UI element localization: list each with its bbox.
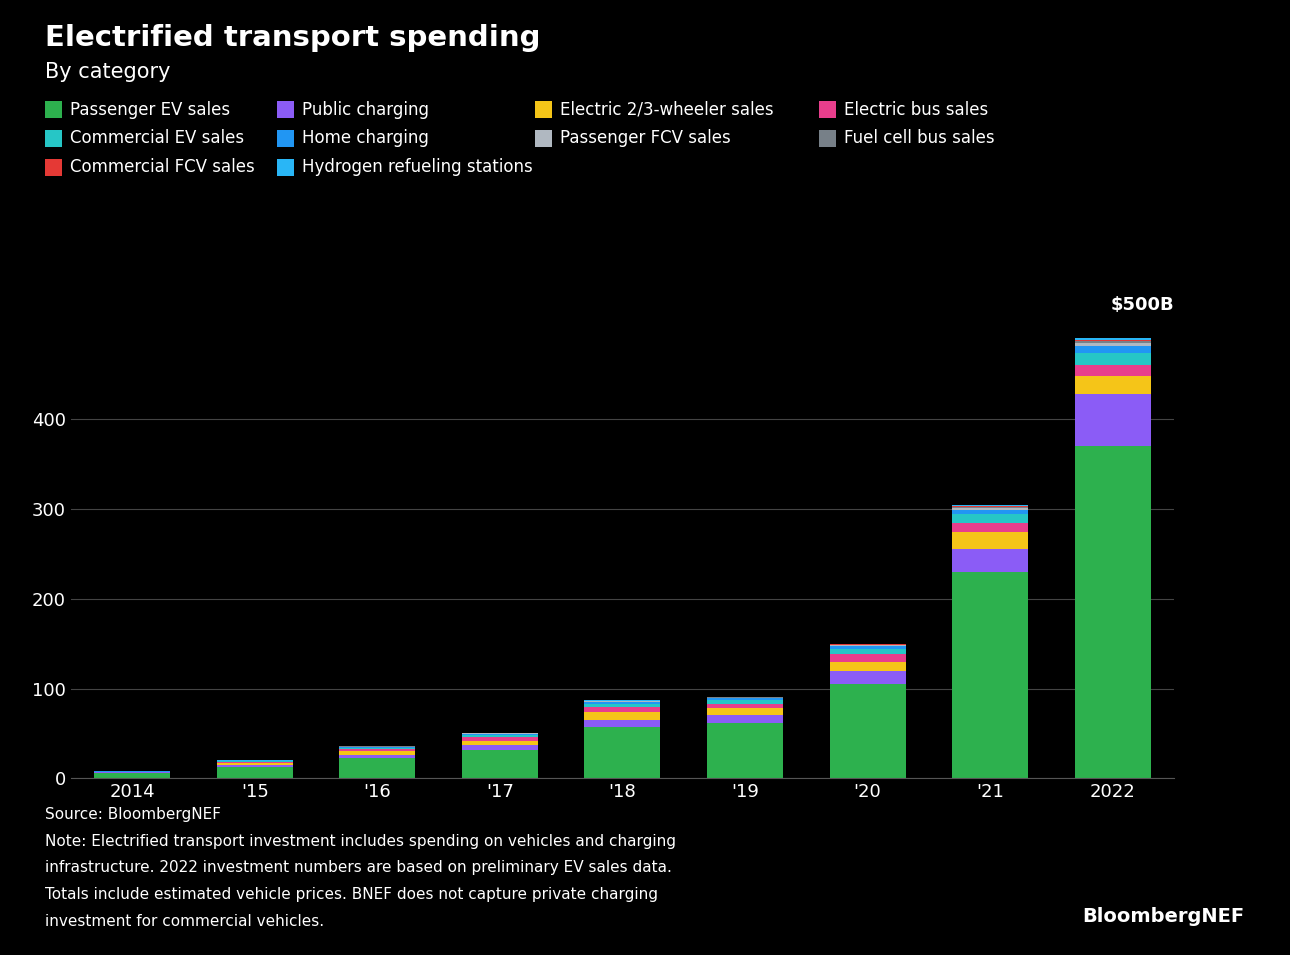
- Text: Hydrogen refueling stations: Hydrogen refueling stations: [302, 159, 533, 176]
- Bar: [952, 507, 1028, 508]
- Text: infrastructure. 2022 investment numbers are based on preliminary EV sales data.: infrastructure. 2022 investment numbers …: [45, 860, 672, 876]
- Bar: [829, 662, 906, 671]
- Bar: [952, 515, 1028, 523]
- Text: Fuel cell bus sales: Fuel cell bus sales: [844, 130, 995, 147]
- Bar: [462, 741, 538, 745]
- Bar: [952, 532, 1028, 548]
- Bar: [1075, 343, 1151, 346]
- Bar: [217, 765, 293, 767]
- Bar: [707, 698, 783, 700]
- Bar: [707, 714, 783, 723]
- Bar: [584, 727, 660, 778]
- Text: Totals include estimated vehicle prices. BNEF does not capture private charging: Totals include estimated vehicle prices.…: [45, 887, 658, 902]
- Bar: [339, 755, 415, 757]
- Bar: [462, 750, 538, 778]
- Bar: [217, 767, 293, 778]
- Text: BloombergNEF: BloombergNEF: [1082, 907, 1245, 926]
- Bar: [462, 735, 538, 737]
- Text: By category: By category: [45, 62, 170, 82]
- Bar: [829, 684, 906, 778]
- Text: Electric bus sales: Electric bus sales: [844, 101, 988, 118]
- Bar: [707, 723, 783, 778]
- Text: Passenger FCV sales: Passenger FCV sales: [560, 130, 730, 147]
- Bar: [584, 704, 660, 707]
- Text: Home charging: Home charging: [302, 130, 428, 147]
- Bar: [829, 647, 906, 649]
- Bar: [952, 508, 1028, 510]
- Text: Public charging: Public charging: [302, 101, 428, 118]
- Text: Source: BloombergNEF: Source: BloombergNEF: [45, 807, 221, 822]
- Text: Passenger EV sales: Passenger EV sales: [70, 101, 230, 118]
- Bar: [584, 702, 660, 704]
- Bar: [952, 510, 1028, 515]
- Bar: [707, 700, 783, 704]
- Bar: [584, 707, 660, 711]
- Bar: [584, 711, 660, 720]
- Bar: [339, 749, 415, 752]
- Bar: [707, 704, 783, 709]
- Bar: [1075, 394, 1151, 446]
- Text: investment for commercial vehicles.: investment for commercial vehicles.: [45, 914, 324, 929]
- Bar: [952, 523, 1028, 532]
- Bar: [952, 572, 1028, 778]
- Bar: [829, 654, 906, 662]
- Bar: [1075, 376, 1151, 394]
- Bar: [1075, 341, 1151, 343]
- Bar: [462, 737, 538, 741]
- Text: Commercial FCV sales: Commercial FCV sales: [70, 159, 254, 176]
- Text: Commercial EV sales: Commercial EV sales: [70, 130, 244, 147]
- Bar: [1075, 338, 1151, 340]
- Bar: [462, 733, 538, 735]
- Bar: [707, 709, 783, 714]
- Text: Electrified transport spending: Electrified transport spending: [45, 24, 541, 52]
- Bar: [584, 720, 660, 727]
- Text: Electric 2/3-wheeler sales: Electric 2/3-wheeler sales: [560, 101, 774, 118]
- Bar: [829, 649, 906, 654]
- Bar: [217, 763, 293, 765]
- Bar: [339, 757, 415, 778]
- Bar: [952, 548, 1028, 572]
- Text: Note: Electrified transport investment includes spending on vehicles and chargin: Note: Electrified transport investment i…: [45, 834, 676, 849]
- Bar: [1075, 346, 1151, 352]
- Bar: [1075, 352, 1151, 366]
- Bar: [462, 745, 538, 750]
- Bar: [94, 773, 170, 778]
- Bar: [1075, 446, 1151, 778]
- Bar: [829, 671, 906, 684]
- Text: $500B: $500B: [1111, 296, 1174, 314]
- Bar: [1075, 366, 1151, 376]
- Bar: [339, 752, 415, 755]
